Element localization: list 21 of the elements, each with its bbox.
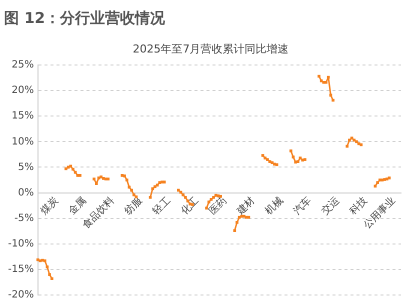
chart-title: 图 12：分行业营收情况 <box>4 8 166 27</box>
y-tick-label: 5% <box>18 162 34 173</box>
x-tick-label: 轻工 <box>150 194 173 218</box>
y-tick-label: 0% <box>18 187 34 198</box>
y-tick-label: 20% <box>12 85 34 96</box>
x-tick-label: 煤炭 <box>38 194 61 218</box>
x-tick-label: 金属 <box>66 194 89 218</box>
y-tick-label: -15% <box>8 264 34 276</box>
text: 2025年至7月营收累计同比增速 <box>132 42 289 56</box>
y-tick-label: 10% <box>12 136 34 148</box>
x-tick-label: 科技 <box>347 194 370 218</box>
x-tick-label: 汽车 <box>290 194 314 218</box>
y-tick-label: 15% <box>12 110 34 122</box>
y-tick-label: -10% <box>8 238 34 250</box>
y-tick-label: 25% <box>12 60 34 71</box>
x-tick-label: 交运 <box>319 194 342 218</box>
y-tick-label: -5% <box>14 212 34 224</box>
y-tick-label: -20% <box>8 290 34 301</box>
x-tick-label: 建材 <box>234 194 258 218</box>
x-tick-label: 机械 <box>262 194 286 218</box>
x-tick-label: 医药 <box>206 194 230 218</box>
